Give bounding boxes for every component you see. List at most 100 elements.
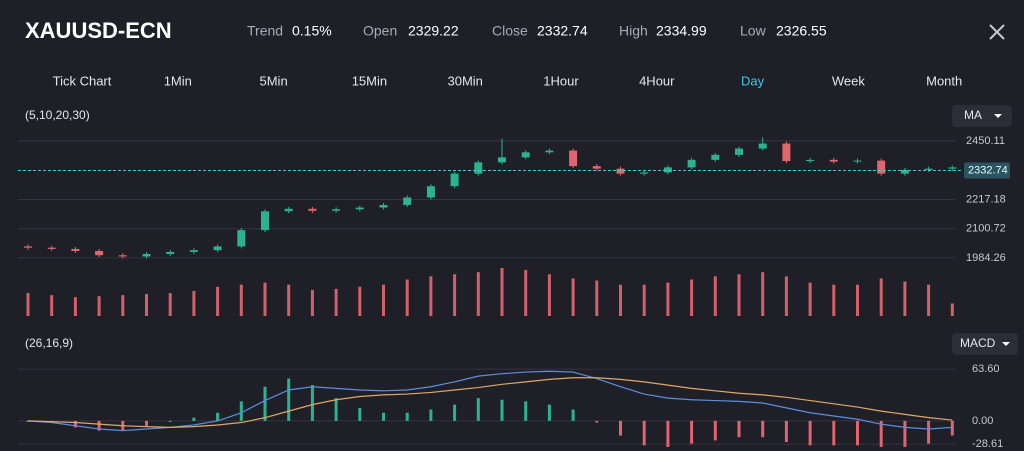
macd-hist-bar bbox=[713, 420, 717, 441]
volume-bar bbox=[547, 274, 551, 316]
volume-bar bbox=[832, 284, 836, 316]
current-price-label: 2332.74 bbox=[968, 164, 1008, 176]
macd-hist-bar bbox=[73, 420, 77, 428]
tab[interactable]: 5Min bbox=[260, 73, 288, 88]
macd-hist-bar bbox=[145, 420, 148, 426]
candle-body bbox=[189, 250, 198, 252]
y-tick-label: 63.60 bbox=[972, 363, 1000, 375]
stat-value: 2334.99 bbox=[656, 23, 707, 39]
stat-value: 2329.22 bbox=[408, 23, 459, 39]
volume-bar bbox=[950, 303, 954, 316]
tab[interactable]: 1Hour bbox=[543, 73, 579, 88]
candle-body bbox=[900, 169, 909, 174]
candle-body bbox=[355, 207, 364, 210]
volume-bar bbox=[571, 278, 575, 316]
volume-bar bbox=[761, 272, 765, 316]
candle-body bbox=[261, 211, 269, 231]
macd-hist-bar bbox=[761, 420, 765, 438]
ma-params: (5,10,20,30) bbox=[25, 108, 90, 122]
volume-bar bbox=[595, 280, 599, 316]
macd-hist-bar bbox=[358, 407, 362, 421]
tab[interactable]: 30Min bbox=[447, 73, 482, 88]
tab[interactable]: Week bbox=[832, 73, 865, 88]
volume-bar bbox=[879, 278, 883, 316]
stat-value: 2326.55 bbox=[776, 23, 827, 39]
close-button[interactable] bbox=[989, 24, 1005, 40]
candle-body bbox=[166, 251, 175, 254]
macd-hist-bar bbox=[690, 420, 694, 444]
macd-dif-line bbox=[27, 370, 953, 432]
macd-hist-bar bbox=[832, 420, 836, 446]
volume-bar bbox=[145, 294, 148, 316]
symbol: XAUUSD-ECN bbox=[25, 18, 172, 43]
volume-bar bbox=[500, 268, 504, 316]
candle-body bbox=[829, 159, 838, 162]
macd-hist-bar bbox=[97, 420, 101, 431]
candle-body bbox=[237, 230, 246, 247]
plots: 2450.11 2217.18 2100.72 1984.26 2332.74 63.60… bbox=[18, 135, 1010, 450]
volume-bar bbox=[310, 289, 314, 316]
tab[interactable]: Day bbox=[741, 73, 765, 88]
tab[interactable]: 1Min bbox=[164, 73, 192, 88]
macd-hist-bar bbox=[287, 378, 291, 421]
tab[interactable]: Tick Chart bbox=[53, 73, 112, 88]
macd-hist-bar bbox=[595, 420, 599, 423]
candle-body bbox=[948, 167, 957, 169]
macd-hist-bar bbox=[903, 420, 907, 447]
volume-bar bbox=[358, 286, 362, 316]
macd-hist-bar bbox=[737, 420, 741, 438]
stat-label: Open bbox=[363, 23, 397, 39]
macd-button-label: MACD bbox=[960, 336, 996, 350]
macd-params: (26,16,9) bbox=[25, 336, 73, 350]
macd-hist-bar bbox=[382, 412, 385, 421]
volume-bar bbox=[784, 276, 788, 316]
candle-body bbox=[521, 152, 530, 158]
macd-hist-bar bbox=[263, 386, 267, 421]
candle-body bbox=[308, 208, 317, 211]
tab[interactable]: 15Min bbox=[352, 73, 387, 88]
candle-body bbox=[569, 150, 578, 167]
macd-hist-bar bbox=[784, 420, 788, 443]
volume-bar bbox=[737, 274, 741, 316]
stat-value: 2332.74 bbox=[537, 23, 588, 39]
macd-hist-bar bbox=[453, 404, 457, 421]
volume-bar bbox=[405, 279, 409, 316]
ma-button[interactable]: MA bbox=[952, 105, 1012, 127]
volume-bar bbox=[429, 276, 433, 316]
volume-bar bbox=[856, 284, 859, 316]
volume-bar bbox=[476, 272, 480, 316]
macd-hist-bar bbox=[808, 420, 812, 446]
macd-hist-bar bbox=[666, 420, 670, 447]
candle-body bbox=[877, 160, 886, 174]
candle-body bbox=[426, 186, 435, 198]
volume-bar bbox=[334, 288, 338, 316]
candle-body bbox=[758, 143, 767, 149]
candle-body bbox=[782, 143, 791, 162]
tab[interactable]: 4Hour bbox=[639, 73, 675, 88]
volume-bar bbox=[666, 282, 670, 316]
tab[interactable]: Month bbox=[926, 73, 962, 88]
candle-body bbox=[735, 148, 743, 155]
candle-body bbox=[616, 168, 625, 174]
macd-hist-bar bbox=[642, 420, 646, 446]
volume-bar bbox=[808, 282, 812, 316]
stat-label: High bbox=[619, 23, 648, 39]
y-tick-label: 2100.72 bbox=[966, 223, 1006, 235]
stat-label: Close bbox=[492, 23, 528, 39]
y-tick-label: 2450.11 bbox=[966, 135, 1005, 147]
candle-body bbox=[545, 150, 554, 153]
candle-body bbox=[711, 154, 720, 160]
candle-body bbox=[687, 159, 696, 168]
candle-body bbox=[498, 157, 506, 163]
macd-hist-bar bbox=[927, 420, 931, 444]
macd-button[interactable]: MACD bbox=[952, 333, 1018, 355]
volume-bar bbox=[382, 284, 385, 316]
macd-dea-line bbox=[27, 377, 953, 429]
candle-body bbox=[71, 248, 80, 251]
volume-bar bbox=[26, 293, 30, 316]
macd-hist-bar bbox=[619, 420, 622, 436]
volume-bar bbox=[713, 276, 717, 316]
volume-bar bbox=[524, 270, 528, 316]
y-tick-label: 1984.26 bbox=[966, 252, 1006, 264]
